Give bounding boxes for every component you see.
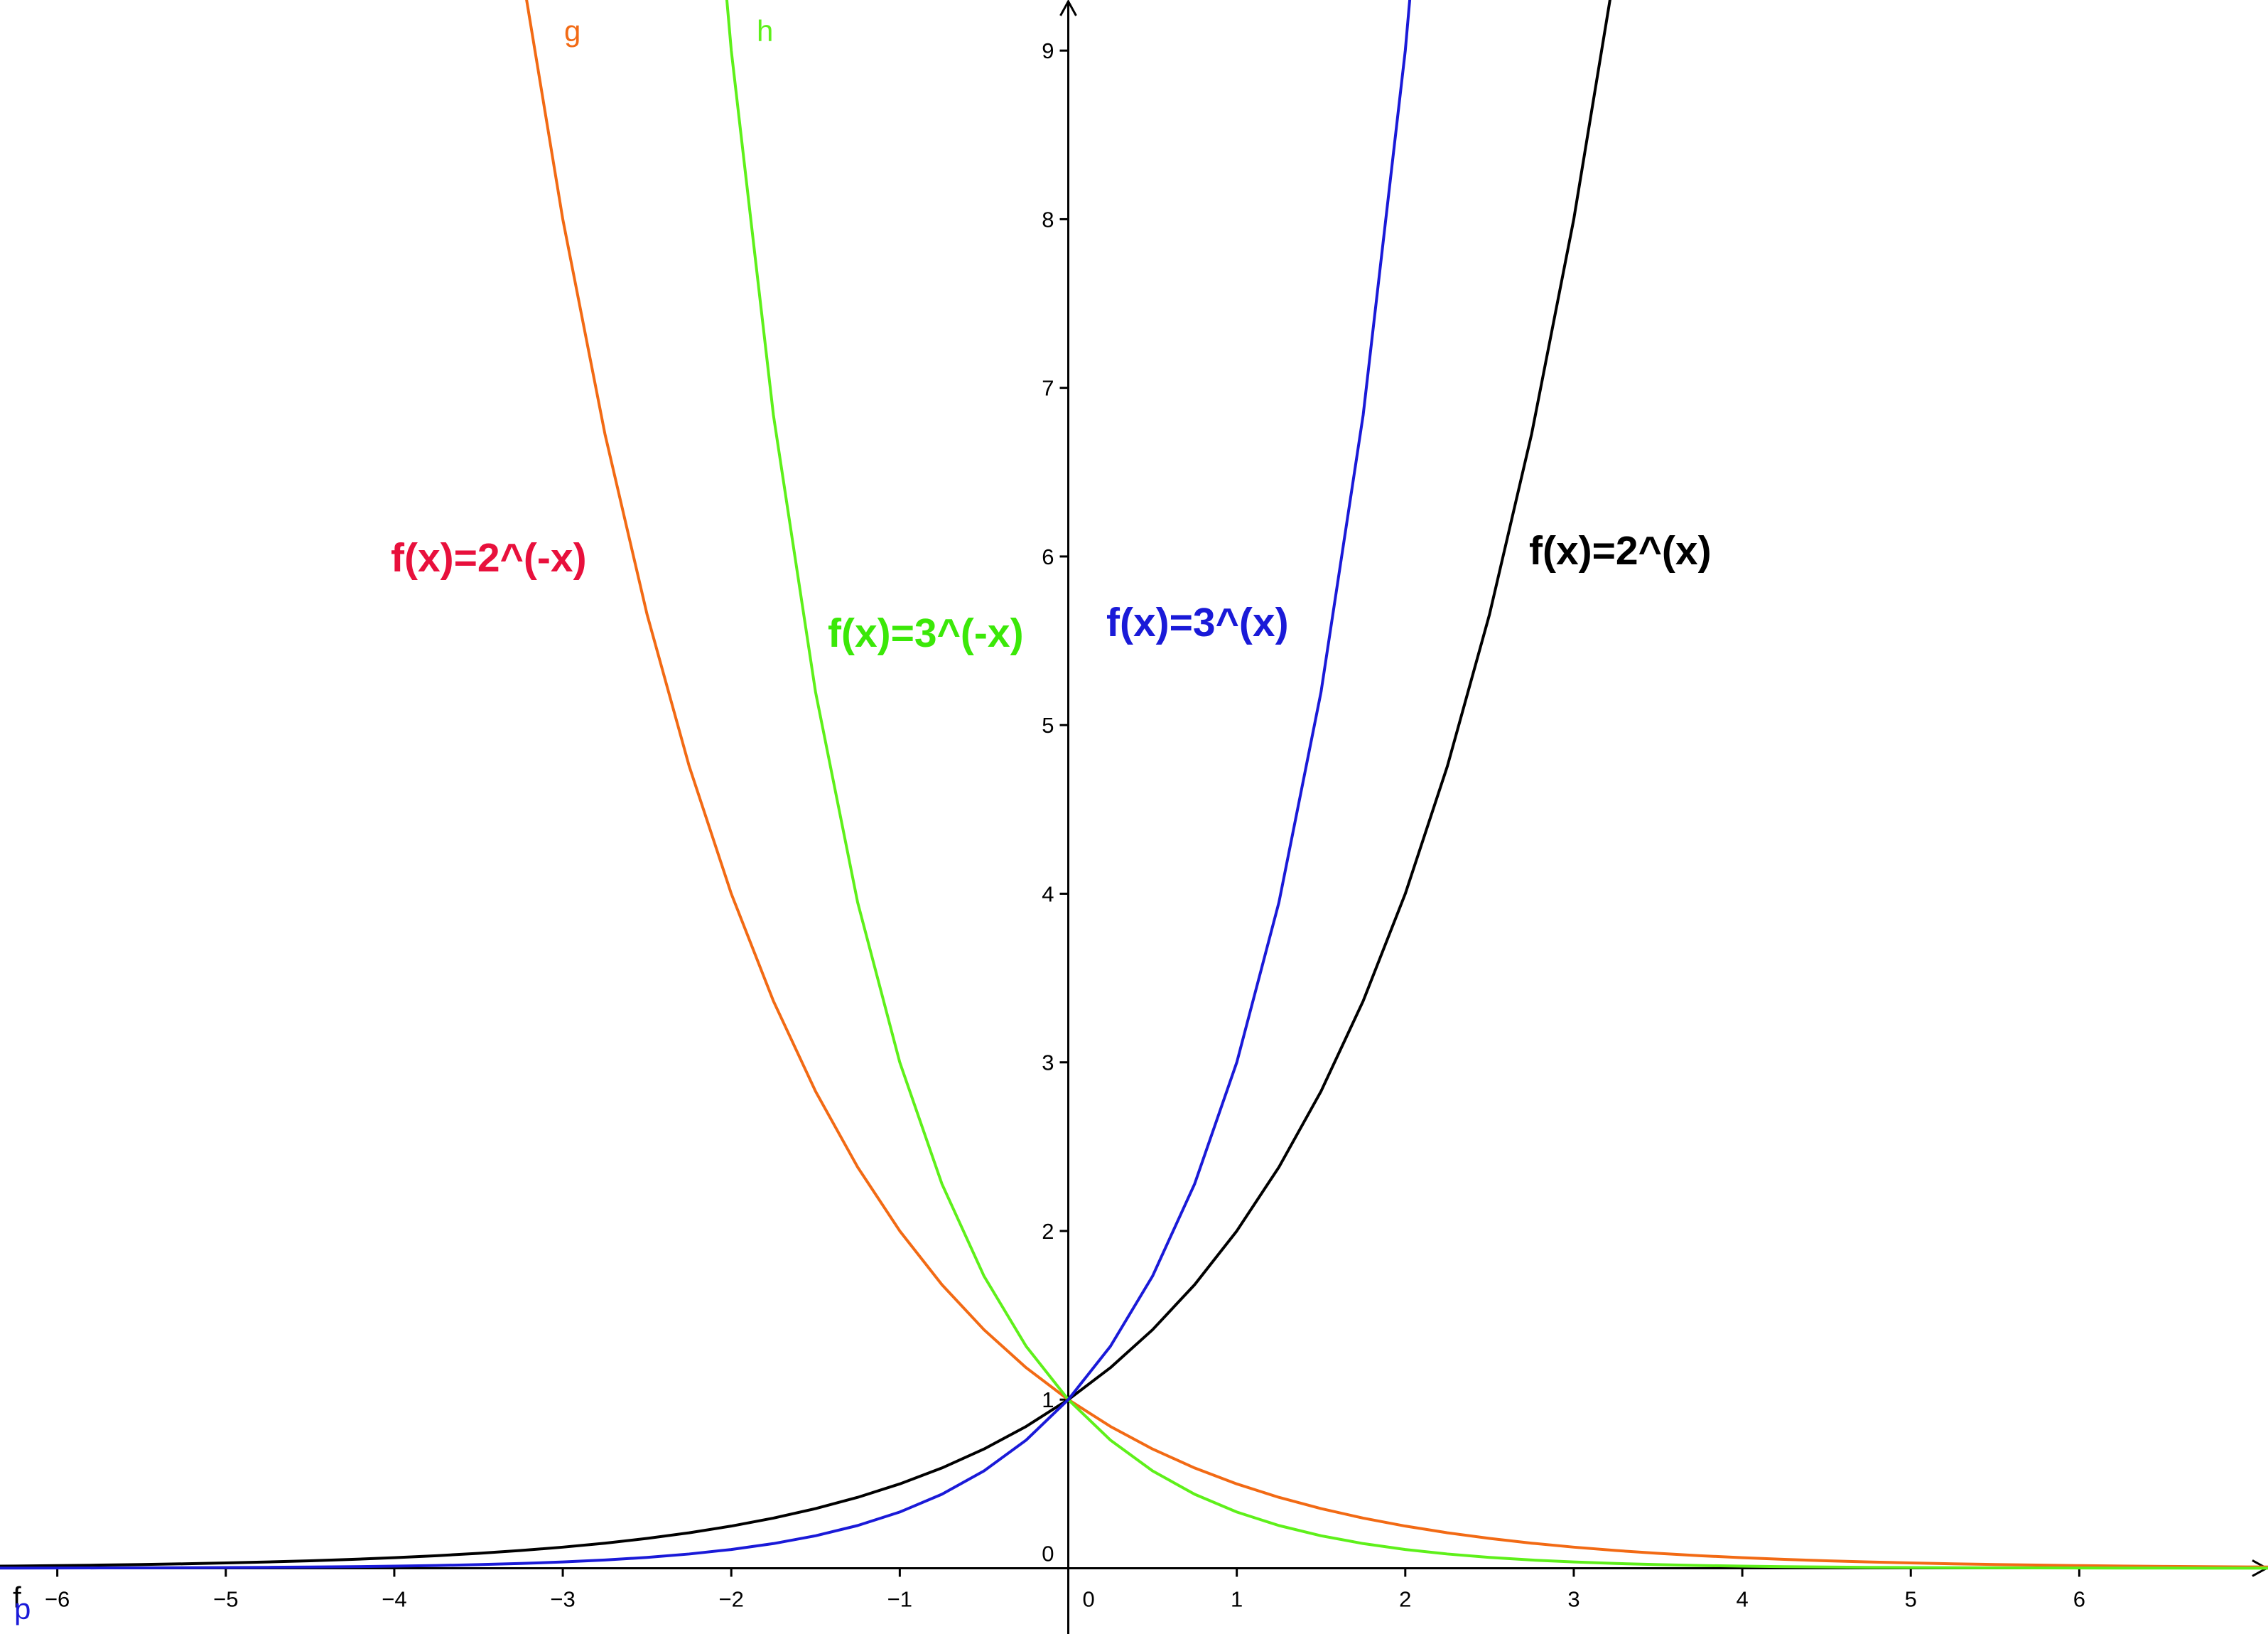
x-tick-label: 5: [1905, 1586, 1917, 1611]
y-tick-label: 5: [1042, 713, 1054, 738]
annotation: f(x)=2^(-x): [391, 535, 587, 581]
y-axis-arrow: [1059, 0, 1077, 16]
curve: [0, 0, 1412, 1570]
x-tick-label: −2: [719, 1586, 744, 1611]
x-tick-label: 0: [1083, 1586, 1095, 1611]
curve-name: f: [13, 1581, 21, 1614]
curve-name: g: [564, 14, 580, 48]
x-tick-label: −4: [382, 1586, 406, 1611]
y-tick-label: 4: [1042, 881, 1054, 906]
x-tick-label: 6: [2073, 1586, 2085, 1611]
x-tick-label: −3: [550, 1586, 575, 1611]
curve-name: p: [14, 1592, 31, 1625]
x-tick-label: −1: [887, 1586, 912, 1611]
x-tick-label: 4: [1736, 1586, 1748, 1611]
x-tick-label: 2: [1399, 1586, 1411, 1611]
y-tick-label: 0: [1042, 1541, 1054, 1566]
curve: [525, 0, 2268, 1569]
y-tick-label: 6: [1042, 544, 1054, 569]
x-tick-label: 3: [1567, 1586, 1580, 1611]
y-tick-label: 1: [1042, 1387, 1054, 1412]
y-tick-label: 7: [1042, 376, 1054, 401]
annotation: f(x)=3^(x): [1106, 600, 1289, 645]
x-tick-label: −5: [213, 1586, 238, 1611]
y-tick-label: 9: [1042, 38, 1054, 63]
x-tick-label: 1: [1231, 1586, 1243, 1611]
annotation: f(x)=3^(-x): [828, 611, 1024, 656]
y-tick-label: 8: [1042, 207, 1054, 232]
annotation: f(x)=2^(x): [1529, 528, 1712, 574]
x-tick-label: −6: [45, 1586, 70, 1611]
curve-name: h: [757, 14, 773, 48]
y-tick-label: 2: [1042, 1219, 1054, 1244]
curve: [725, 0, 2268, 1570]
curve: [0, 0, 1611, 1568]
y-tick-label: 3: [1042, 1050, 1054, 1075]
